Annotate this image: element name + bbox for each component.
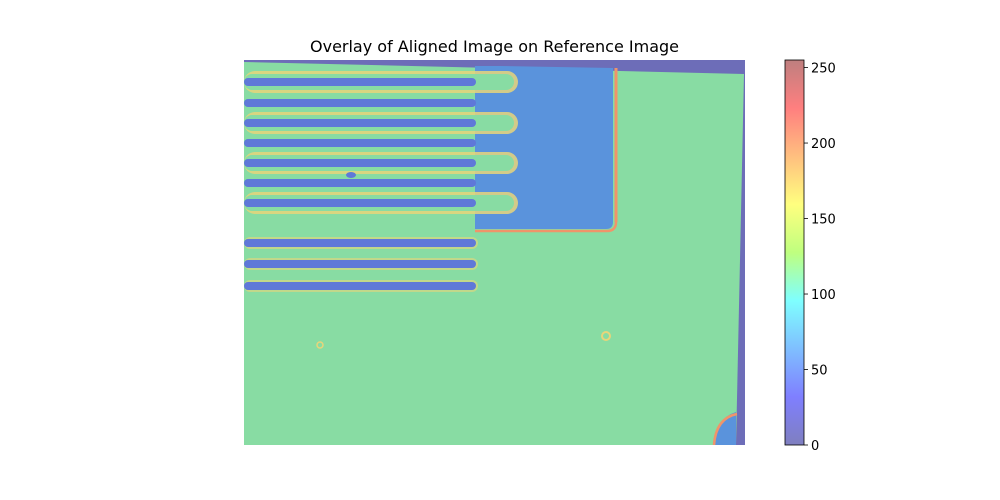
colorbar-tick-label: 0 [811, 439, 819, 454]
chart-title: Overlay of Aligned Image on Reference Im… [310, 37, 679, 56]
corner-feature [714, 412, 736, 445]
colorbar-frame [784, 59, 805, 446]
pad-bottom-edge [475, 221, 618, 233]
finger-gap [244, 239, 476, 247]
finger-gap [244, 119, 476, 127]
ring-spot [316, 341, 324, 349]
colorbar-tick-label: 250 [811, 62, 836, 77]
overlay-image [244, 60, 745, 445]
colorbar-tick-label: 150 [811, 213, 836, 228]
finger-gap [244, 199, 476, 207]
finger-gap [244, 99, 476, 107]
finger-gap [244, 78, 476, 86]
finger-gap [244, 260, 476, 268]
finger-gap [244, 179, 476, 187]
colorbar-tick-label: 100 [811, 288, 836, 303]
corner-edge [712, 412, 738, 445]
colorbar-tick-label: 200 [811, 137, 836, 152]
colorbar: 0 50 100 150 200 250 [784, 59, 836, 454]
colorbar-tick-label: 50 [811, 364, 828, 379]
finger-gap [244, 139, 476, 147]
spot [346, 172, 356, 178]
finger-gap [244, 282, 476, 290]
colorbar-fill [785, 60, 804, 445]
finger-gap [244, 159, 476, 167]
pad-region [475, 66, 613, 229]
colorbar-ticks: 0 50 100 150 200 250 [804, 62, 836, 454]
ring-spot [601, 331, 611, 341]
